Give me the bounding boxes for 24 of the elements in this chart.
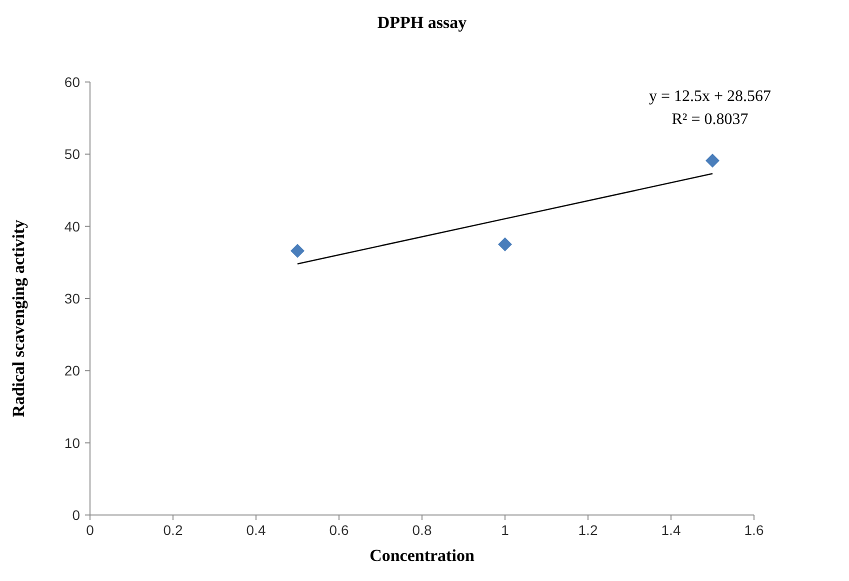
point xyxy=(498,237,512,252)
y-tick-label: 0 xyxy=(72,507,80,523)
point xyxy=(706,154,720,168)
x-tick-label: 0.6 xyxy=(329,522,349,538)
x-tick-label: 0.4 xyxy=(246,522,266,538)
x-tick-label: 0.2 xyxy=(163,522,183,538)
x-tick-label: 1 xyxy=(501,522,510,538)
x-tick-label: 0 xyxy=(86,522,94,538)
y-tick-label: 50 xyxy=(64,146,80,162)
x-tick-label: 0.8 xyxy=(412,522,432,538)
y-tick-label: 10 xyxy=(64,434,80,451)
y-tick-label: 60 xyxy=(64,74,80,90)
y-tick-label: 40 xyxy=(64,218,80,234)
y-tick-label: 30 xyxy=(64,290,80,306)
x-axis-title: Concentration xyxy=(370,546,475,565)
y-tick-label: 20 xyxy=(64,362,80,379)
chart-title: DPPH assay xyxy=(377,13,468,32)
annotation: y = 12.5x + 28.567 xyxy=(648,88,772,105)
x-tick-label: 1.4 xyxy=(661,522,681,538)
annotation: R² = 0.8037 xyxy=(672,111,748,128)
x-tick-label: 1.6 xyxy=(744,522,764,538)
x-tick-label: 1.2 xyxy=(578,522,598,538)
point xyxy=(290,244,304,258)
y-axis-title: Radical scavenging activity xyxy=(9,219,28,418)
